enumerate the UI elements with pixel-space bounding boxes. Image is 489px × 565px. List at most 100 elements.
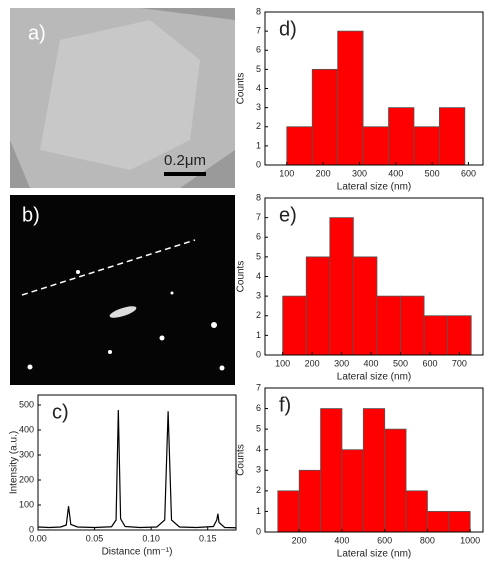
bar <box>286 126 313 166</box>
line <box>37 409 237 529</box>
bar <box>438 107 466 166</box>
bar <box>384 428 407 533</box>
x-tick-label: 800 <box>420 535 435 545</box>
x-tick-label: 700 <box>452 358 467 368</box>
x-tick-label: 400 <box>364 358 379 368</box>
bar <box>423 315 449 356</box>
x-tick-label: 300 <box>334 358 349 368</box>
image-bg <box>10 195 235 385</box>
x-tick-label: 500 <box>393 358 408 368</box>
y-tick-label: 1 <box>256 506 261 516</box>
bar <box>282 295 307 356</box>
y-axis-label: Counts <box>236 261 247 293</box>
bar <box>352 256 378 356</box>
spot <box>211 322 217 328</box>
bar <box>305 256 331 356</box>
y-tick-label: 2 <box>256 485 261 495</box>
panel-label: d) <box>279 18 297 40</box>
bar <box>311 68 339 166</box>
y-tick-label: 3 <box>256 102 261 112</box>
x-tick-label: 400 <box>334 535 349 545</box>
bar <box>320 408 343 533</box>
x-axis-label: Lateral size (nm) <box>337 182 411 193</box>
bar <box>413 126 440 166</box>
x-tick-label: 600 <box>422 358 437 368</box>
y-tick-label: 200 <box>19 474 34 484</box>
bar <box>362 126 389 166</box>
y-tick-label: 1 <box>256 330 261 340</box>
x-tick-label: 0.10 <box>142 533 160 543</box>
diffraction-image: b) <box>10 195 235 385</box>
y-tick-label: 4 <box>256 83 261 93</box>
tem-image: a) 0.2μm <box>10 8 235 188</box>
profile-line <box>21 239 196 296</box>
bar <box>337 30 364 166</box>
x-tick-label: 100 <box>275 358 290 368</box>
y-axis-label: Intensity (a.u.) <box>9 431 20 494</box>
bar <box>448 511 471 533</box>
panel-label: f) <box>279 394 291 416</box>
x-axis-label: Distance (nm⁻¹) <box>102 547 173 558</box>
x-tick-label: 200 <box>316 168 331 178</box>
panel-label: e) <box>279 204 297 226</box>
panel-label: b) <box>22 204 40 226</box>
center-spot <box>109 306 137 318</box>
bar <box>447 315 472 356</box>
bar <box>376 295 401 356</box>
x-tick-label: 1000 <box>460 535 480 545</box>
y-axis-label: Counts <box>236 73 247 105</box>
x-axis-label: Lateral size (nm) <box>337 372 411 383</box>
x-tick-label: 200 <box>305 358 320 368</box>
y-tick-label: 6 <box>256 45 261 55</box>
x-tick-label: 300 <box>352 168 367 178</box>
y-axis-label: Counts <box>236 444 247 476</box>
bar <box>400 295 425 356</box>
y-tick-label: 5 <box>256 251 261 261</box>
bar <box>405 490 428 533</box>
panel-label: c) <box>52 401 69 423</box>
y-tick-label: 7 <box>256 26 261 36</box>
x-tick-label: 0.05 <box>86 533 104 543</box>
y-tick-label: 100 <box>19 499 34 509</box>
y-tick-label: 400 <box>19 424 34 434</box>
y-tick-label: 5 <box>256 424 261 434</box>
spot <box>76 270 80 274</box>
y-tick-label: 3 <box>256 291 261 301</box>
x-tick-label: 400 <box>388 168 403 178</box>
y-tick-label: 8 <box>256 192 261 202</box>
y-tick-label: 300 <box>19 449 34 459</box>
y-tick-label: 0 <box>256 159 261 169</box>
y-tick-label: 3 <box>256 465 261 475</box>
y-tick-label: 5 <box>256 64 261 74</box>
y-tick-label: 4 <box>256 271 261 281</box>
x-tick-label: 0.15 <box>199 533 217 543</box>
y-tick-label: 6 <box>256 232 261 242</box>
bar <box>329 217 354 356</box>
x-tick-label: 200 <box>292 535 307 545</box>
y-tick-label: 6 <box>256 403 261 413</box>
y-tick-label: 2 <box>256 121 261 131</box>
y-tick-label: 0 <box>256 526 261 536</box>
spot <box>219 365 225 371</box>
spot <box>159 335 165 341</box>
y-tick-label: 500 <box>19 399 34 409</box>
spot <box>170 291 174 295</box>
y-tick-label: 7 <box>256 382 261 392</box>
bar <box>298 469 321 533</box>
spot <box>27 364 33 370</box>
y-tick-label: 2 <box>256 310 261 320</box>
bar <box>341 449 364 533</box>
axes-frame <box>264 387 484 533</box>
flake-inner <box>40 20 200 170</box>
bar <box>277 490 300 533</box>
y-tick-label: 0 <box>29 524 34 534</box>
x-tick-label: 600 <box>461 168 476 178</box>
bar <box>388 107 415 166</box>
scale-bar-label: 0.2μm <box>164 152 206 169</box>
bar <box>362 408 386 533</box>
y-tick-label: 4 <box>256 444 261 454</box>
bar <box>427 511 450 533</box>
x-tick-label: 500 <box>425 168 440 178</box>
spot <box>108 350 112 354</box>
